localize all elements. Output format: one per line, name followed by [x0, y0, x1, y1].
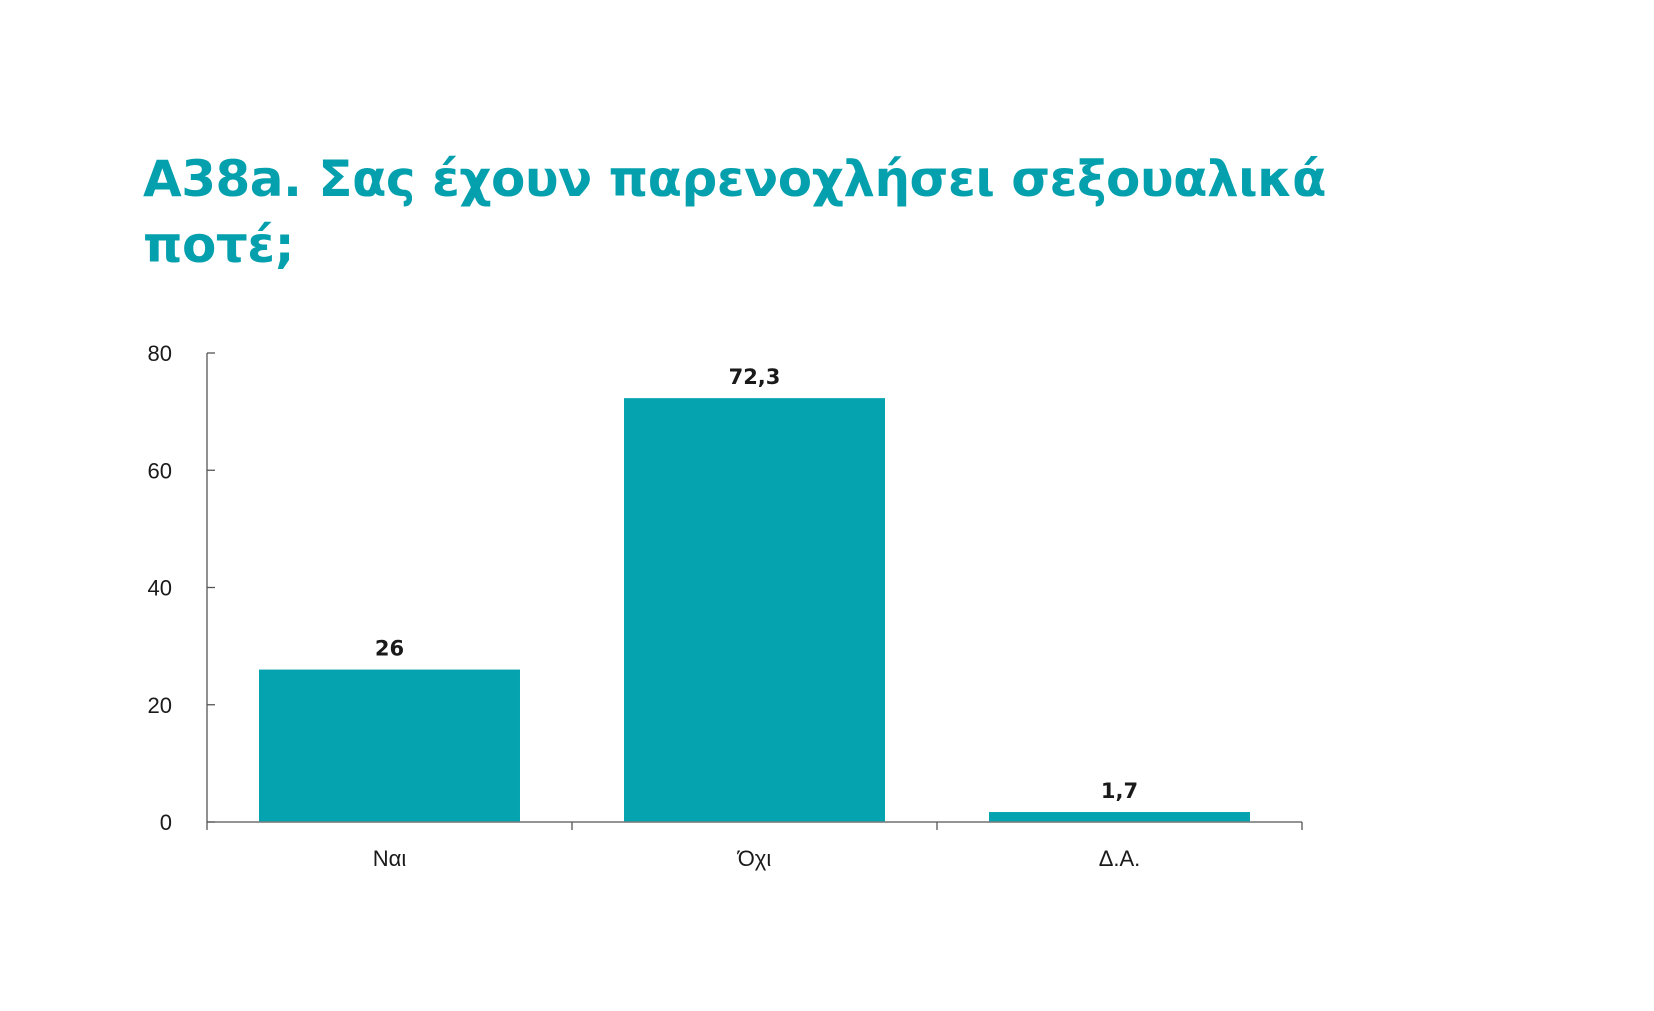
chart-title: A38a. Σας έχουν παρενοχλήσει σεξουαλικά …	[143, 150, 1327, 274]
y-tick-label: 60	[148, 458, 172, 483]
bar-3	[989, 812, 1250, 822]
y-tick-label: 80	[148, 341, 172, 366]
data-label: 26	[375, 637, 404, 661]
x-category-label: Δ.Α.	[1099, 846, 1141, 871]
y-tick-label: 40	[148, 576, 172, 601]
y-tick-label: 20	[148, 693, 172, 718]
y-tick-label: 0	[160, 810, 172, 835]
data-label: 72,3	[729, 365, 781, 389]
bar-2	[624, 398, 885, 822]
data-label: 1,7	[1101, 779, 1138, 803]
x-category-label: Ναι	[373, 846, 407, 871]
bar-1	[259, 669, 520, 822]
x-category-label: Όχι	[737, 846, 772, 871]
